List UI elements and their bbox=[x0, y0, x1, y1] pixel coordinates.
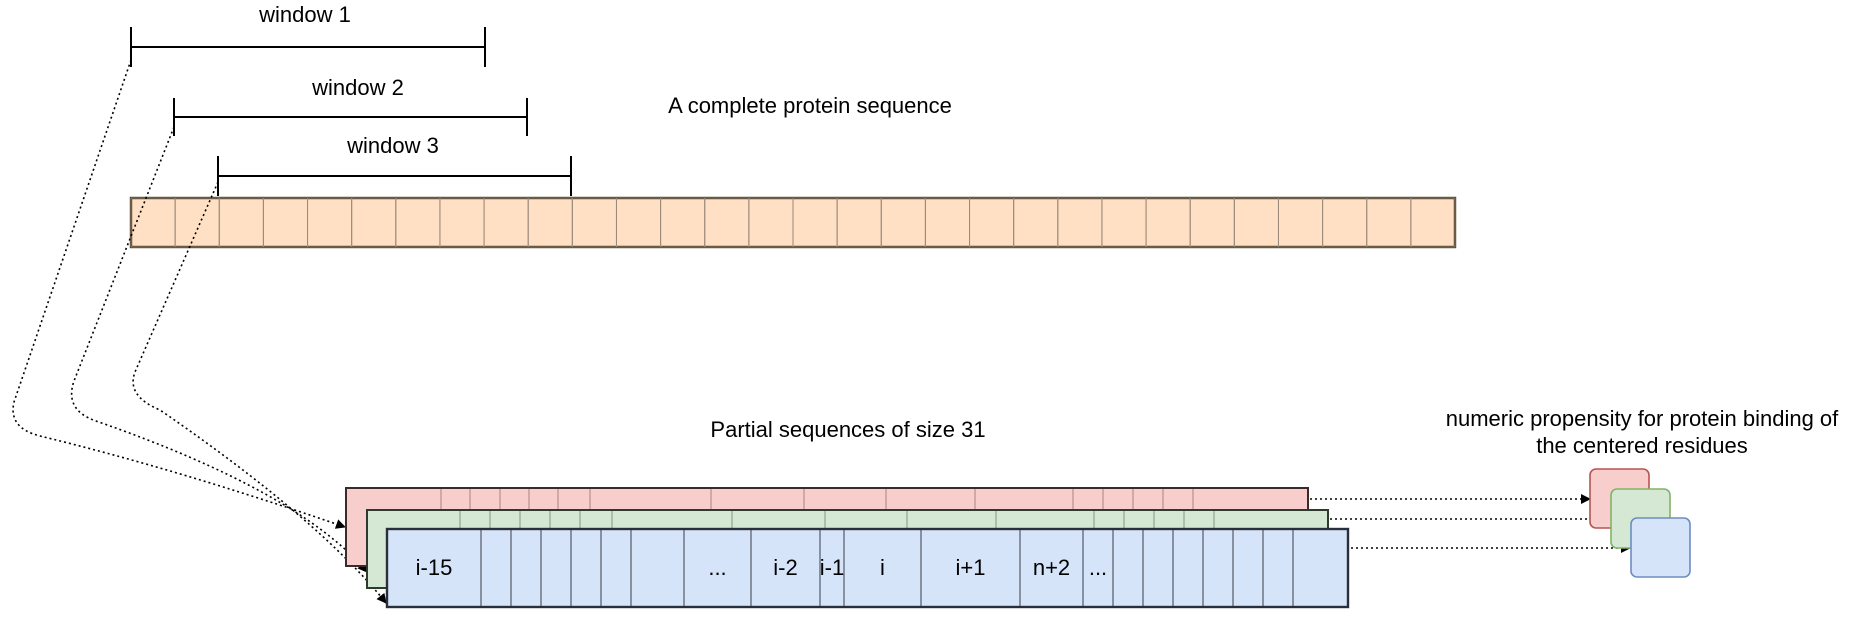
partial-sequence-blue: i-15... i-2 i-1 i i+1 n+2... bbox=[385, 527, 1350, 609]
protein-sequence-strip bbox=[129, 196, 1457, 249]
partial-cell-label: ... bbox=[1089, 555, 1107, 580]
propensity-square-blue bbox=[1630, 517, 1691, 578]
partial-sequences-label: Partial sequences of size 31 bbox=[710, 417, 985, 442]
window-2-connector bbox=[70, 126, 368, 573]
window-1-bracket: window 1 bbox=[130, 2, 486, 67]
window-connectors bbox=[12, 59, 387, 604]
window-1-connector bbox=[12, 59, 346, 529]
propensity-arrows bbox=[1310, 494, 1631, 553]
partial-cell-label: n+2 bbox=[1033, 555, 1070, 580]
partial-cell-label: i-1 bbox=[820, 555, 844, 580]
window-1-label: window 1 bbox=[258, 2, 351, 27]
partial-cell-label: i-15 bbox=[416, 555, 453, 580]
propensity-label-line1: numeric propensity for protein binding o… bbox=[1446, 406, 1839, 431]
partial-cell-label: i+1 bbox=[956, 555, 986, 580]
partial-cell-label: i bbox=[880, 555, 885, 580]
propensity-label-line2: the centered residues bbox=[1536, 433, 1748, 458]
window-3-bracket: window 3 bbox=[217, 133, 572, 196]
partial-cell-label: i-2 bbox=[773, 555, 797, 580]
partial-cell-label: ... bbox=[708, 555, 726, 580]
sequence-label: A complete protein sequence bbox=[668, 93, 952, 118]
window-3-connector bbox=[132, 181, 387, 604]
window-2-label: window 2 bbox=[311, 75, 404, 100]
window-3-label: window 3 bbox=[346, 133, 439, 158]
sequence-cell bbox=[1410, 197, 1456, 248]
window-2-bracket: window 2 bbox=[173, 75, 528, 136]
